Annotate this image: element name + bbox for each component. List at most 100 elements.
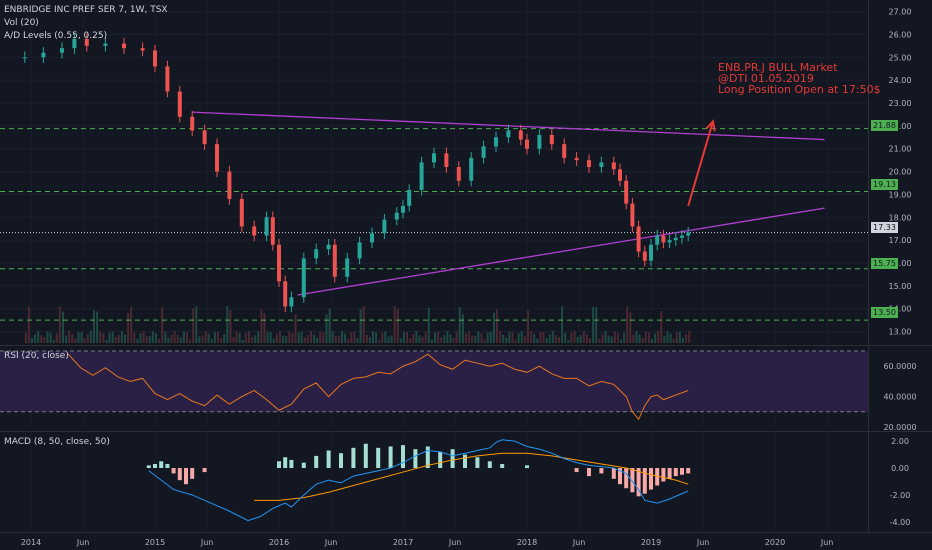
volume-bar: [282, 335, 285, 343]
candle-body: [370, 233, 374, 243]
candle-body: [289, 297, 294, 307]
projection-arrow-head: [705, 119, 716, 132]
volume-bar: [449, 334, 452, 343]
volume-bar: [427, 307, 430, 343]
volume-bar: [96, 311, 99, 343]
volume-bar: [567, 339, 570, 343]
volume-bar: [254, 335, 257, 343]
ad-levels-legend: A/D Levels (0.55, 0.25): [4, 31, 108, 41]
volume-bar: [142, 331, 145, 343]
volume-bar: [644, 331, 647, 343]
volume-bar: [164, 331, 167, 343]
macd-histogram-bar: [177, 468, 182, 481]
volume-bar: [213, 332, 216, 343]
candle-body: [326, 244, 331, 250]
volume-bar: [120, 331, 123, 343]
candle-body: [382, 219, 387, 234]
level-tag-15-75: 15.75: [871, 258, 898, 269]
macd-histogram-bar: [184, 468, 188, 485]
volume-bar: [133, 332, 136, 343]
volume-bar: [65, 335, 68, 343]
volume-bar: [155, 333, 157, 343]
macd-histogram-bar: [401, 445, 405, 469]
volume-bar: [316, 337, 319, 343]
volume-bar: [313, 334, 316, 343]
candle-body: [432, 153, 436, 163]
volume-bar: [496, 309, 498, 343]
macd-histogram-bar: [587, 468, 591, 477]
volume-bar: [548, 334, 551, 343]
candle-body: [667, 240, 672, 243]
trendline: [297, 207, 825, 296]
volume-bar: [489, 331, 492, 343]
volume-bar: [406, 331, 409, 343]
macd-histogram-bar: [159, 461, 164, 469]
volume-bar: [331, 331, 334, 343]
volume-bar: [31, 337, 33, 343]
volume-bar: [359, 309, 362, 343]
volume-bar: [672, 338, 675, 343]
volume-bar: [325, 314, 328, 343]
volume-bar: [666, 331, 669, 343]
volume-bar: [480, 333, 483, 343]
volume-bar: [527, 310, 529, 343]
macd-histogram-bar: [153, 463, 157, 469]
price-tick-label: 14.00: [889, 305, 912, 314]
volume-bar: [182, 331, 185, 343]
volume-bar: [347, 338, 350, 343]
volume-bar: [269, 332, 272, 343]
volume-bar: [561, 306, 564, 343]
volume-bar: [179, 337, 182, 343]
macd-histogram-bar: [438, 451, 443, 469]
price-tick-label: 20.00: [889, 168, 912, 177]
candle-body: [153, 50, 157, 67]
volume-bar: [86, 333, 89, 343]
volume-bar: [74, 338, 77, 343]
volume-bar: [207, 333, 210, 343]
volume-bar: [275, 333, 278, 343]
volume-bar: [151, 331, 154, 343]
volume-bar: [573, 331, 576, 343]
volume-bar: [517, 333, 520, 343]
volume-bar: [616, 333, 619, 343]
volume-bar: [458, 307, 461, 343]
macd-histogram-bar: [642, 468, 647, 494]
candle-body: [190, 116, 195, 131]
macd-histogram-bar: [363, 443, 368, 469]
candle-body: [419, 162, 424, 190]
volume-bar: [241, 339, 244, 343]
volume-bar: [93, 310, 95, 343]
candle-body: [401, 205, 405, 213]
volume-bar: [387, 336, 390, 343]
volume-bar: [192, 308, 195, 343]
volume-bar: [300, 331, 303, 343]
volume-bar: [607, 335, 610, 343]
volume-bar: [520, 331, 523, 343]
volume-bar: [167, 337, 170, 343]
volume-bar: [198, 336, 201, 343]
volume-bar: [533, 333, 536, 343]
candle-body: [494, 137, 498, 147]
volume-bar: [372, 331, 374, 343]
candle-body: [165, 66, 170, 92]
volume-bar: [384, 331, 387, 343]
macd-histogram-bar: [655, 468, 660, 486]
macd-tick-label: 2.00: [891, 437, 909, 446]
price-tick-label: 22.00: [889, 122, 912, 131]
rsi-tick-label: 20.0000: [883, 423, 916, 432]
candle-body: [618, 169, 622, 181]
price-tick-label: 13.00: [889, 328, 912, 337]
macd-line: [148, 439, 689, 522]
candle-body: [680, 235, 684, 238]
volume-bar: [477, 331, 480, 343]
volume-bar: [551, 331, 554, 343]
volume-bar: [368, 337, 371, 343]
volume-bar: [365, 334, 368, 343]
volume-bar: [412, 333, 415, 343]
volume-bar: [589, 338, 591, 343]
volume-bar: [145, 335, 148, 343]
volume-bar: [641, 337, 644, 343]
volume-bar: [626, 306, 629, 343]
candle-body: [264, 217, 269, 236]
